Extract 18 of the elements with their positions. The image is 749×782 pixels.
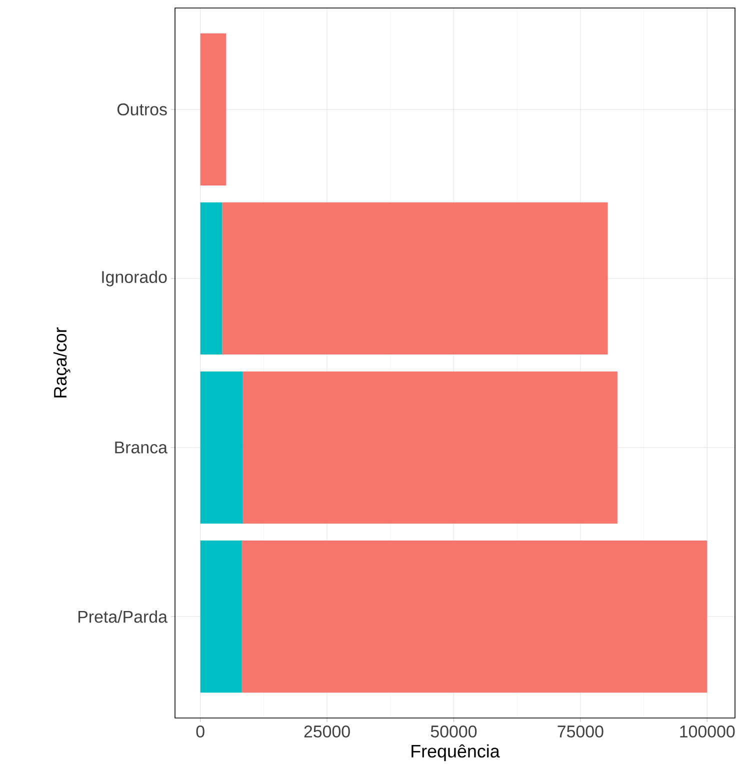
x-tick-label: 75000 — [558, 726, 604, 738]
bar — [200, 202, 222, 355]
bar — [200, 371, 243, 524]
bar — [242, 540, 708, 693]
y-tick-label: Preta/Parda — [78, 610, 168, 623]
x-tick-label: 50000 — [430, 726, 477, 738]
y-axis-title: Raça/cor — [53, 327, 70, 398]
bar — [200, 540, 242, 693]
bar — [222, 202, 608, 355]
x-tick-label: 100000 — [680, 726, 735, 738]
x-tick-label: 25000 — [304, 726, 350, 738]
x-tick-label: 0 — [196, 726, 204, 738]
bar — [242, 371, 618, 524]
bar — [200, 33, 226, 186]
y-tick-label: Ignorado — [102, 270, 167, 286]
y-tick-label: Outros — [117, 103, 167, 116]
y-tick-label: Branca — [115, 442, 168, 454]
x-axis-title: Frequência — [412, 744, 500, 762]
